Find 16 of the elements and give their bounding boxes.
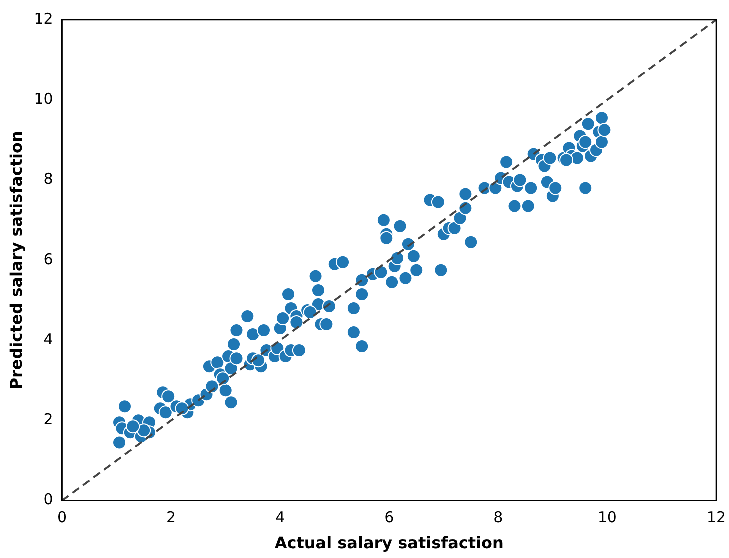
y-tick-label: 0: [44, 490, 54, 509]
x-tick-label: 10: [598, 508, 617, 527]
y-tick-label: 2: [44, 410, 54, 429]
y-axis-title: Predicted salary satisfaction: [6, 131, 26, 390]
x-tick-label: 0: [58, 508, 68, 527]
x-tick-label: 12: [706, 508, 726, 527]
x-tick-label: 6: [384, 508, 394, 527]
x-axis-title: Actual salary satisfaction: [274, 534, 504, 553]
y-tick-label: 12: [34, 10, 54, 28]
y-tick-label: 6: [44, 250, 54, 268]
y-tick-label: 4: [44, 330, 54, 348]
x-tick-label: 2: [166, 508, 176, 527]
y-tick-label: 10: [34, 90, 54, 108]
y-tick-label: 8: [44, 170, 54, 188]
x-tick-label: 8: [494, 508, 504, 527]
x-tick-label: 4: [276, 508, 286, 527]
